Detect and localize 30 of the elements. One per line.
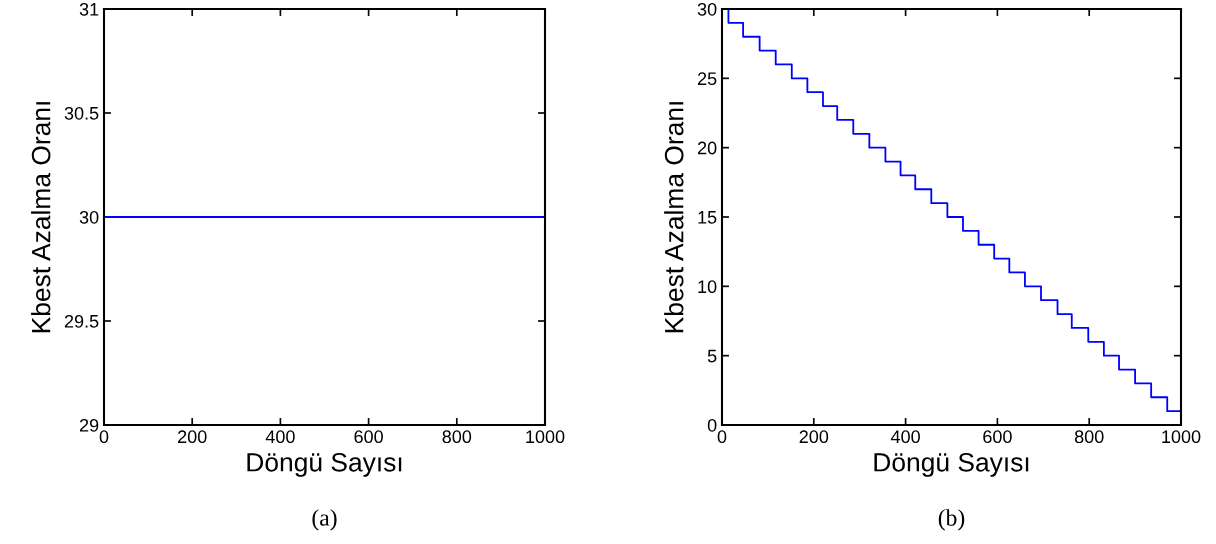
x-tick-label: 400: [890, 430, 920, 444]
x-tick-label: 600: [354, 430, 383, 444]
x-tick-label: 800: [442, 430, 472, 444]
y-axis-title: Kbest Azalma Oranı: [664, 102, 684, 333]
y-tick-label: 25: [697, 72, 717, 86]
y-tick-label: 0: [707, 418, 717, 432]
x-tick-label: 0: [717, 430, 727, 444]
x-tick-label: 1000: [1162, 430, 1201, 444]
y-axis-title: Kbest Azalma Oranı: [31, 102, 51, 333]
x-tick-label: 200: [178, 430, 207, 444]
y-tick-label: 10: [698, 280, 717, 294]
y-tick-label: 31: [79, 2, 99, 16]
y-tick-label: 5: [707, 349, 717, 363]
x-axis-title: Döngü Sayısı: [874, 452, 1029, 477]
text: (a): [312, 509, 337, 531]
x-tick-label: 400: [265, 430, 295, 444]
x-tick-label: 200: [799, 430, 829, 444]
y-tick-label: 20: [697, 141, 717, 155]
y-tick-label: 29.5: [64, 314, 99, 328]
y-tick-label: 30.5: [64, 106, 99, 120]
x-tick-label: 600: [983, 430, 1012, 444]
y-tick-label: 30: [697, 2, 717, 16]
x-tick-label: 0: [99, 430, 109, 444]
y-tick-label: 15: [698, 211, 717, 224]
y-tick-label: 29: [79, 418, 99, 432]
x-axis-title: Döngü Sayısı: [247, 452, 402, 477]
x-tick-label: 1000: [526, 430, 565, 444]
y-tick-label: 30: [79, 210, 99, 224]
text: (b): [938, 509, 965, 531]
x-tick-label: 800: [1074, 430, 1104, 444]
